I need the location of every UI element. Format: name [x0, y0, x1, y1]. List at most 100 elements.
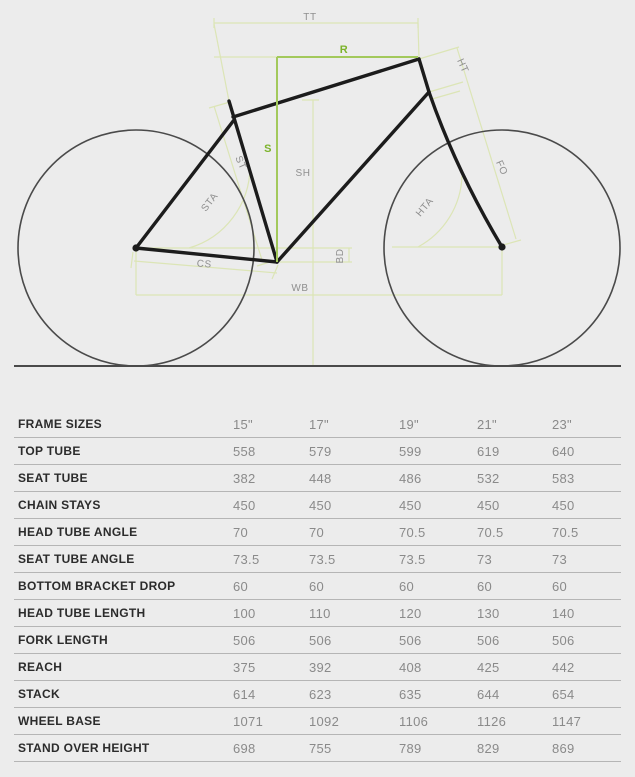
row-label: SEAT TUBE	[18, 471, 88, 485]
cell: 654	[552, 686, 575, 702]
cell: 448	[309, 470, 332, 486]
cell: 644	[477, 686, 500, 702]
row-label: SEAT TUBE ANGLE	[18, 552, 135, 566]
sh-label: SH	[295, 168, 310, 179]
cell: 640	[552, 443, 575, 459]
reach-label: R	[340, 44, 348, 56]
table-row: SEAT TUBE 382 448 486 532 583	[14, 465, 621, 492]
seat-tube	[227, 99, 279, 264]
cell: 506	[309, 632, 332, 648]
bd-label: BD	[335, 248, 346, 263]
cell: 70.5	[399, 524, 426, 540]
row-label: REACH	[18, 660, 63, 674]
stack-label: S	[264, 143, 272, 155]
table-row: BOTTOM BRACKET DROP 60 60 60 60 60	[14, 573, 621, 600]
cell: 100	[233, 605, 256, 621]
hta-label: HTA	[414, 196, 436, 219]
size-col-header: 23"	[552, 416, 572, 432]
top-tube	[231, 57, 421, 119]
table-row: WHEEL BASE 1071 1092 1106 1126 1147	[14, 708, 621, 735]
cell: 375	[233, 659, 256, 675]
row-label: HEAD TUBE LENGTH	[18, 606, 146, 620]
cell: 130	[477, 605, 500, 621]
cell: 1092	[309, 713, 340, 729]
table-row: SEAT TUBE ANGLE 73.5 73.5 73.5 73 73	[14, 546, 621, 573]
cell: 755	[309, 740, 332, 756]
cell: 60	[552, 578, 568, 594]
cell: 73.5	[399, 551, 426, 567]
table-row: CHAIN STAYS 450 450 450 450 450	[14, 492, 621, 519]
size-col-header: 19"	[399, 416, 419, 432]
cell: 698	[233, 740, 256, 756]
sta-label: STA	[199, 191, 220, 214]
cell: 392	[309, 659, 332, 675]
cell: 614	[233, 686, 256, 702]
front-axle-dot	[498, 243, 506, 251]
cell: 635	[399, 686, 422, 702]
cell: 1071	[233, 713, 264, 729]
cell: 408	[399, 659, 422, 675]
cell: 120	[399, 605, 422, 621]
cell: 599	[399, 443, 422, 459]
table-row: TOP TUBE 558 579 599 619 640	[14, 438, 621, 465]
cell: 140	[552, 605, 575, 621]
cell: 60	[233, 578, 249, 594]
row-label: STACK	[18, 687, 60, 701]
cell: 506	[552, 632, 575, 648]
cell: 579	[309, 443, 332, 459]
cell: 1126	[477, 713, 507, 729]
size-col-header: 21"	[477, 416, 497, 432]
bike-frame	[134, 57, 504, 264]
cell: 450	[399, 497, 422, 513]
cell: 450	[552, 497, 575, 513]
row-label: WHEEL BASE	[18, 714, 101, 728]
cell: 1147	[552, 713, 582, 729]
cell: 506	[399, 632, 422, 648]
wb-label: WB	[291, 283, 308, 294]
cell: 60	[309, 578, 325, 594]
cell: 442	[552, 659, 575, 675]
cell: 450	[233, 497, 256, 513]
bike-geometry-diagram: TT R HT S SH ST STA HTA FO CS BD WB	[14, 12, 621, 367]
ht-label: HT	[454, 57, 470, 75]
cs-label: CS	[196, 258, 212, 270]
table-row: FORK LENGTH 506 506 506 506 506	[14, 627, 621, 654]
fork	[427, 90, 504, 249]
frame-sizes-label: FRAME SIZES	[18, 417, 102, 431]
row-label: BOTTOM BRACKET DROP	[18, 579, 176, 593]
cell: 425	[477, 659, 500, 675]
cell: 70	[309, 524, 325, 540]
cell: 60	[477, 578, 493, 594]
rear-axle-dot	[132, 244, 140, 252]
st-label: ST	[232, 154, 248, 171]
cell: 829	[477, 740, 500, 756]
tt-label: TT	[303, 12, 316, 23]
dimension-lines	[130, 18, 522, 366]
row-label: STAND OVER HEIGHT	[18, 741, 150, 755]
cell: 73	[477, 551, 493, 567]
geometry-svg: TT R HT S SH ST STA HTA FO CS BD WB	[14, 12, 621, 367]
cell: 110	[309, 605, 331, 621]
cell: 583	[552, 470, 575, 486]
cell: 532	[477, 470, 500, 486]
cell: 789	[399, 740, 422, 756]
table-row: HEAD TUBE LENGTH 100 110 120 130 140	[14, 600, 621, 627]
cell: 70.5	[552, 524, 579, 540]
size-col-header: 17"	[309, 416, 329, 432]
geometry-table: FRAME SIZES 15" 17" 19" 21" 23" TOP TUBE…	[14, 411, 621, 762]
cell: 70	[233, 524, 249, 540]
cell: 73	[552, 551, 568, 567]
table-row: HEAD TUBE ANGLE 70 70 70.5 70.5 70.5	[14, 519, 621, 546]
cell: 623	[309, 686, 332, 702]
cell: 869	[552, 740, 575, 756]
seat-stay	[134, 118, 236, 250]
table-header-row: FRAME SIZES 15" 17" 19" 21" 23"	[14, 411, 621, 438]
cell: 1106	[399, 713, 429, 729]
cell: 70.5	[477, 524, 504, 540]
table-row: STACK 614 623 635 644 654	[14, 681, 621, 708]
cell: 450	[477, 497, 500, 513]
cell: 450	[309, 497, 332, 513]
table-row: STAND OVER HEIGHT 698 755 789 829 869	[14, 735, 621, 762]
row-label: HEAD TUBE ANGLE	[18, 525, 138, 539]
head-tube	[417, 57, 431, 94]
